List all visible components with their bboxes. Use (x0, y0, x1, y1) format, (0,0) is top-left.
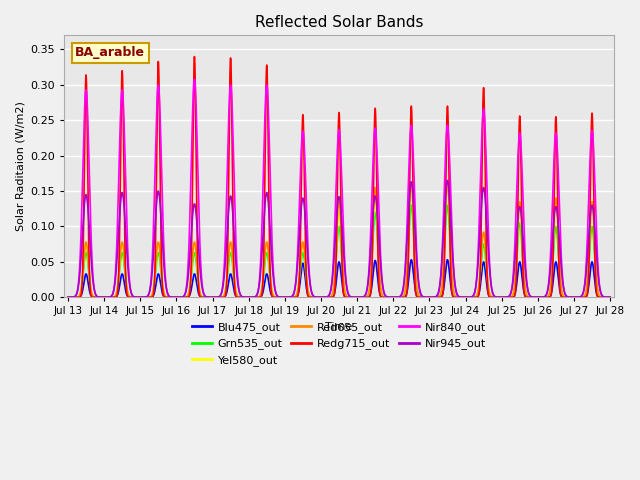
Nir945_out (180, 293, 188, 299)
Nir945_out (606, 294, 614, 300)
Nir840_out (491, 294, 499, 300)
Blu475_out (174, 294, 182, 300)
Line: Nir945_out: Nir945_out (68, 180, 610, 297)
Grn535_out (267, 283, 275, 288)
Red655_out (604, 294, 612, 300)
Text: BA_arable: BA_arable (76, 46, 145, 60)
Red655_out (174, 294, 182, 300)
Line: Yel580_out: Yel580_out (68, 184, 610, 297)
Redg715_out (604, 294, 612, 300)
Redg715_out (174, 294, 182, 300)
Yel580_out (64, 294, 72, 300)
Redg715_out (267, 287, 275, 292)
Nir840_out (604, 294, 612, 300)
Nir840_out (414, 271, 422, 276)
Red655_out (444, 180, 451, 185)
Nir945_out (444, 178, 451, 183)
Red655_out (414, 290, 422, 296)
Line: Grn535_out: Grn535_out (68, 205, 610, 297)
Line: Blu475_out: Blu475_out (68, 260, 610, 297)
Yel580_out (180, 294, 188, 300)
Nir945_out (174, 294, 182, 300)
Redg715_out (191, 54, 198, 60)
Y-axis label: Solar Raditaion (W/m2): Solar Raditaion (W/m2) (15, 101, 25, 231)
Blu475_out (180, 294, 188, 300)
X-axis label: Time: Time (325, 322, 353, 332)
Grn535_out (414, 291, 422, 297)
Nir945_out (64, 294, 72, 300)
Blu475_out (64, 294, 72, 300)
Nir840_out (180, 293, 188, 299)
Grn535_out (444, 203, 451, 208)
Grn535_out (174, 294, 182, 300)
Yel580_out (267, 280, 275, 286)
Nir945_out (414, 270, 422, 276)
Blu475_out (491, 294, 499, 300)
Nir840_out (191, 76, 198, 82)
Nir840_out (606, 294, 614, 300)
Nir945_out (267, 240, 275, 246)
Grn535_out (604, 294, 612, 300)
Blu475_out (444, 257, 451, 263)
Yel580_out (444, 181, 451, 187)
Blu475_out (606, 294, 614, 300)
Nir945_out (604, 294, 612, 300)
Redg715_out (180, 294, 188, 300)
Redg715_out (606, 294, 614, 300)
Nir945_out (491, 293, 499, 299)
Legend: Blu475_out, Grn535_out, Yel580_out, Red655_out, Redg715_out, Nir840_out, Nir945_: Blu475_out, Grn535_out, Yel580_out, Red6… (188, 318, 490, 370)
Title: Reflected Solar Bands: Reflected Solar Bands (255, 15, 423, 30)
Nir840_out (174, 294, 182, 300)
Grn535_out (180, 294, 188, 300)
Redg715_out (414, 294, 422, 300)
Grn535_out (606, 294, 614, 300)
Yel580_out (491, 294, 499, 300)
Blu475_out (267, 291, 275, 297)
Blu475_out (604, 294, 612, 300)
Yel580_out (606, 294, 614, 300)
Line: Redg715_out: Redg715_out (68, 57, 610, 297)
Red655_out (606, 294, 614, 300)
Yel580_out (174, 294, 182, 300)
Line: Red655_out: Red655_out (68, 182, 610, 297)
Red655_out (267, 280, 275, 286)
Red655_out (491, 294, 499, 300)
Grn535_out (491, 294, 499, 300)
Yel580_out (604, 294, 612, 300)
Nir840_out (267, 203, 275, 209)
Grn535_out (64, 294, 72, 300)
Nir840_out (64, 294, 72, 300)
Line: Nir840_out: Nir840_out (68, 79, 610, 297)
Yel580_out (414, 290, 422, 296)
Red655_out (64, 294, 72, 300)
Redg715_out (491, 294, 499, 300)
Redg715_out (64, 294, 72, 300)
Red655_out (180, 294, 188, 300)
Blu475_out (414, 294, 422, 300)
